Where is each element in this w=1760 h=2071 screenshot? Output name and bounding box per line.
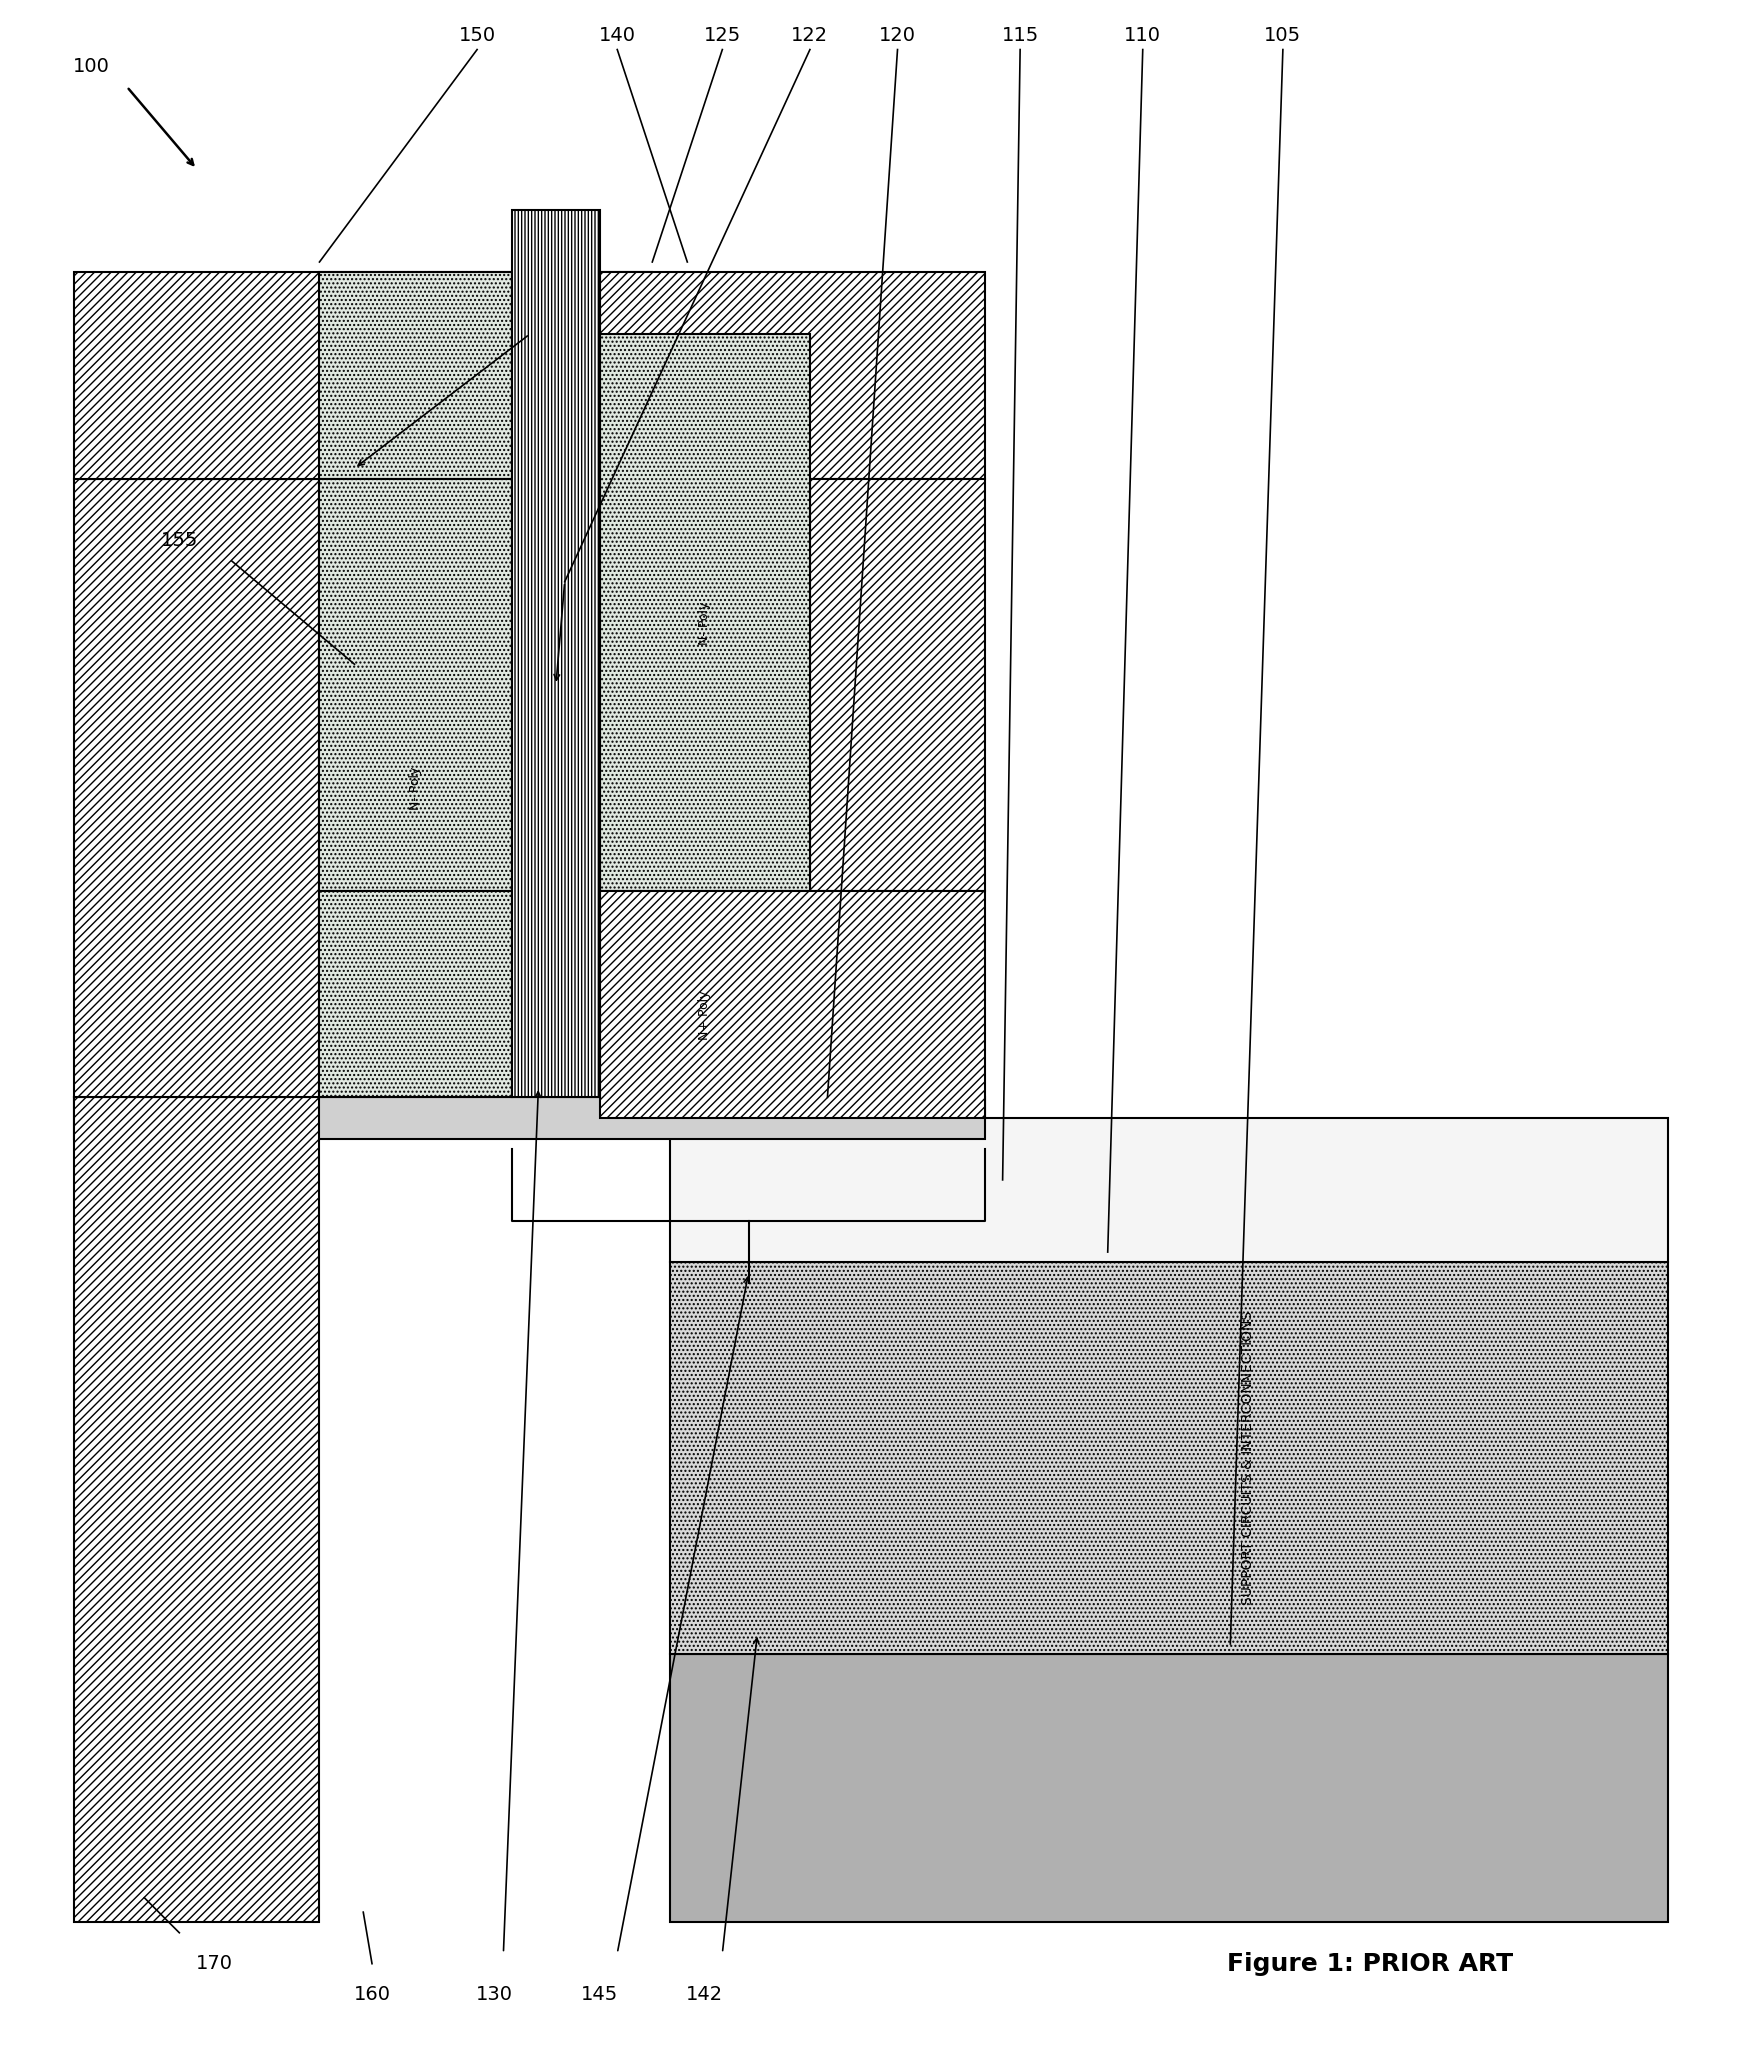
- Text: N- Poly: N- Poly: [410, 766, 422, 810]
- Bar: [74, 1098, 986, 1139]
- Text: 110: 110: [1125, 25, 1162, 46]
- Bar: [810, 478, 986, 891]
- Text: 160: 160: [354, 1986, 391, 2005]
- Text: 122: 122: [792, 25, 829, 46]
- Bar: [320, 478, 512, 891]
- Bar: [600, 333, 810, 891]
- Text: 105: 105: [1264, 25, 1301, 46]
- Bar: [600, 891, 986, 1118]
- Bar: [671, 1655, 1668, 1922]
- Text: 142: 142: [686, 1986, 723, 2005]
- Text: N+ Poly: N+ Poly: [699, 990, 711, 1040]
- Bar: [671, 1263, 1668, 1655]
- Text: 170: 170: [195, 1955, 232, 1974]
- Bar: [74, 271, 653, 478]
- Bar: [74, 478, 320, 1098]
- Text: 130: 130: [477, 1986, 514, 2005]
- Bar: [600, 271, 986, 478]
- Bar: [74, 1098, 320, 1922]
- Text: 140: 140: [598, 25, 635, 46]
- Text: SUPPORT CIRCUITS & INTERCONNECTIONS: SUPPORT CIRCUITS & INTERCONNECTIONS: [1241, 1311, 1255, 1605]
- Text: 120: 120: [878, 25, 915, 46]
- Text: Figure 1: PRIOR ART: Figure 1: PRIOR ART: [1227, 1951, 1514, 1976]
- Text: 150: 150: [459, 25, 496, 46]
- Text: 125: 125: [704, 25, 741, 46]
- Bar: [671, 1118, 1668, 1263]
- Bar: [512, 211, 600, 1098]
- Text: 155: 155: [160, 530, 199, 551]
- Text: 100: 100: [74, 56, 111, 75]
- Bar: [320, 891, 512, 1098]
- Text: 115: 115: [1001, 25, 1038, 46]
- Text: 145: 145: [581, 1986, 618, 2005]
- Bar: [320, 271, 512, 478]
- Text: N- Poly: N- Poly: [699, 601, 711, 644]
